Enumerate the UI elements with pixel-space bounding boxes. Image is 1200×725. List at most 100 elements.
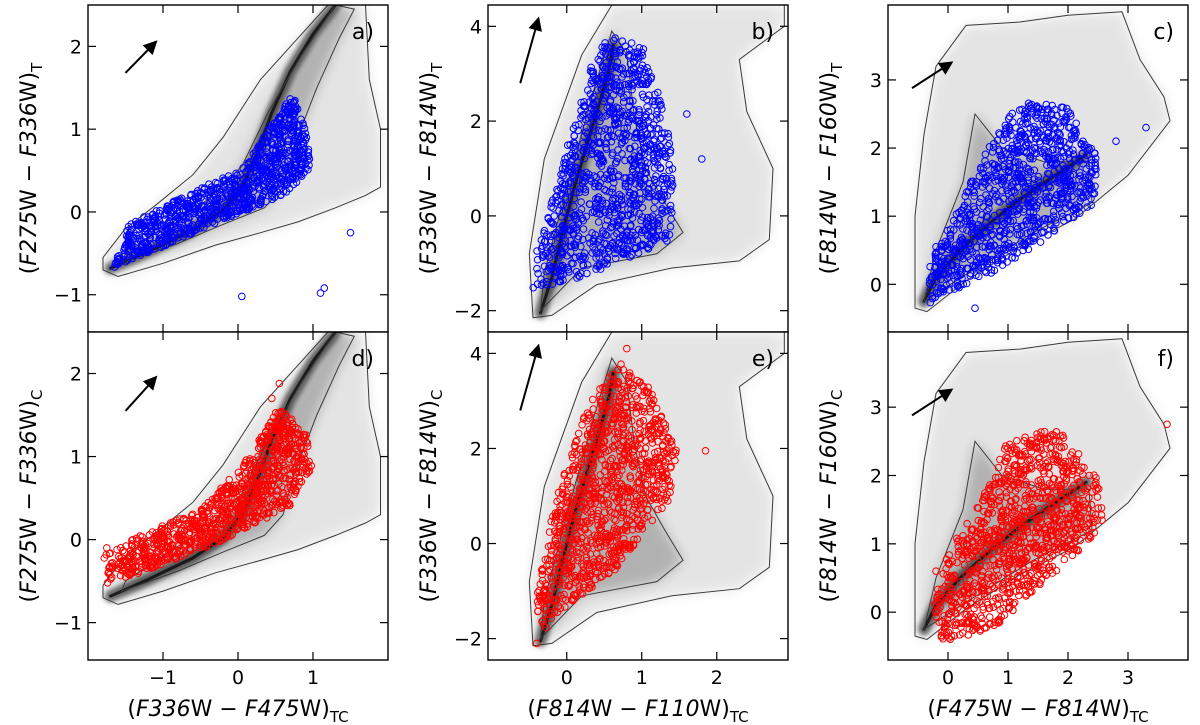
data-point (1048, 145, 1057, 154)
data-point (946, 230, 955, 238)
data-point (1036, 196, 1045, 204)
data-point (992, 172, 1001, 181)
data-point (579, 473, 588, 482)
data-point (568, 562, 576, 571)
data-point (591, 199, 600, 208)
data-point (610, 179, 618, 187)
data-point (662, 493, 670, 502)
data-point (620, 250, 628, 258)
data-point (1017, 170, 1026, 179)
data-point (625, 132, 634, 140)
data-point (642, 388, 651, 396)
data-point (609, 419, 617, 428)
data-point (276, 131, 284, 140)
data-point (616, 108, 624, 117)
data-point (591, 182, 599, 191)
data-point (187, 226, 195, 234)
data-point (990, 266, 999, 275)
data-point (668, 208, 676, 217)
data-point (1053, 111, 1061, 120)
data-point (533, 247, 541, 255)
data-point (1059, 194, 1067, 203)
data-point (937, 284, 945, 292)
data-point-outlier (932, 243, 940, 251)
data-point (1066, 109, 1075, 118)
data-point (619, 526, 628, 534)
data-point (255, 465, 264, 473)
data-point (575, 484, 584, 493)
data-point (604, 500, 613, 509)
data-point (1019, 160, 1028, 169)
data-point (580, 177, 589, 186)
data-point (287, 440, 296, 449)
data-point (623, 509, 631, 518)
data-point (963, 226, 971, 234)
data-point (1029, 208, 1038, 216)
data-point (1084, 181, 1092, 190)
data-point (551, 509, 560, 517)
data-point (668, 441, 676, 449)
data-point (552, 511, 561, 519)
data-point (614, 221, 622, 230)
data-point (137, 248, 146, 257)
data-point (660, 428, 668, 437)
data-point (990, 241, 998, 250)
data-point (571, 571, 579, 580)
data-point (138, 224, 146, 232)
data-point (260, 465, 269, 473)
data-point (537, 236, 546, 244)
data-point (595, 262, 603, 271)
data-point (291, 468, 300, 476)
data-point (570, 591, 579, 599)
data-point (1056, 190, 1065, 199)
data-point (623, 493, 632, 502)
data-point (586, 499, 595, 508)
data-point (663, 449, 671, 457)
data-point (1022, 217, 1031, 225)
data-point (638, 407, 646, 415)
reddening-arrow (519, 16, 542, 84)
data-point (593, 109, 602, 117)
data-point (561, 519, 569, 527)
panel-tag: b) (751, 20, 774, 45)
data-point (591, 231, 600, 239)
data-point (234, 206, 242, 215)
data-point (577, 269, 585, 278)
data-point (614, 119, 623, 128)
data-point (610, 524, 619, 532)
data-point (988, 255, 996, 264)
data-point (638, 80, 647, 88)
data-point (298, 437, 306, 445)
data-point (155, 209, 163, 218)
data-point (1044, 194, 1053, 202)
data-point (147, 563, 155, 572)
data-point (636, 378, 645, 386)
data-point (661, 129, 669, 137)
data-point (122, 542, 130, 550)
data-point (617, 192, 626, 200)
data-point (596, 543, 605, 551)
data-point (650, 176, 659, 184)
data-point (1048, 154, 1057, 163)
data-point (559, 550, 567, 558)
data-point (977, 263, 986, 272)
data-point (972, 208, 981, 216)
data-point (1034, 198, 1043, 206)
data-point (1048, 101, 1056, 110)
data-point (273, 450, 282, 458)
data-point (1091, 154, 1100, 163)
data-point (570, 595, 578, 604)
data-point (589, 101, 598, 109)
data-point (1077, 139, 1085, 148)
data-point (653, 480, 661, 489)
data-point (127, 569, 135, 578)
data-point (1015, 135, 1024, 144)
data-point (611, 120, 620, 129)
data-point (605, 374, 613, 382)
data-point (666, 146, 675, 155)
data-point (273, 467, 282, 475)
data-point (298, 460, 307, 469)
data-point (652, 415, 660, 423)
data-point (1025, 236, 1034, 245)
